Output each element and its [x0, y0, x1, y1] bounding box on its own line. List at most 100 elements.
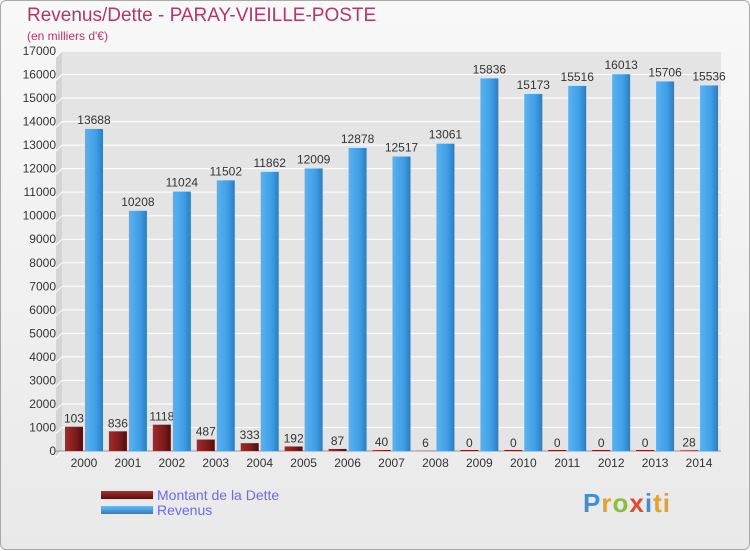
- y-tick-label: 12000: [23, 162, 57, 176]
- legend-item-revenue: Revenus: [101, 502, 212, 518]
- debt-bar: [329, 449, 347, 451]
- debt-value-label: 192: [284, 431, 304, 445]
- x-tick-label: 2006: [334, 456, 361, 470]
- y-tick-label: 7000: [29, 279, 56, 293]
- revenue-value-label: 10208: [121, 195, 155, 209]
- revenue-bar: [349, 148, 367, 451]
- debt-value-label: 487: [196, 425, 216, 439]
- x-tick-label: 2003: [202, 456, 229, 470]
- y-tick-label: 9000: [29, 232, 56, 246]
- y-tick-label: 14000: [23, 115, 57, 129]
- y-tick-label: 1000: [29, 420, 56, 434]
- revenue-bar: [305, 168, 323, 451]
- debt-value-label: 6: [422, 436, 429, 450]
- debt-value-label: 0: [510, 436, 517, 450]
- x-tick-label: 2014: [686, 456, 713, 470]
- legend-swatch-revenue: [101, 506, 153, 514]
- revenue-value-label: 12009: [297, 152, 331, 166]
- y-tick-label: 16000: [23, 68, 57, 82]
- revenue-bar: [656, 81, 674, 451]
- y-tick-label: 17000: [23, 44, 57, 58]
- revenue-bar: [700, 85, 718, 451]
- x-tick-label: 2010: [510, 456, 537, 470]
- debt-bar: [285, 446, 303, 451]
- debt-value-label: 28: [682, 435, 696, 449]
- y-tick-label: 15000: [23, 91, 57, 105]
- debt-bar: [373, 450, 391, 451]
- debt-bar: [197, 440, 215, 451]
- revenue-bar: [85, 129, 103, 451]
- debt-bar: [504, 450, 522, 451]
- x-tick-label: 2012: [598, 456, 625, 470]
- revenue-bar: [217, 180, 235, 451]
- x-tick-label: 2000: [71, 456, 98, 470]
- revenue-value-label: 13688: [77, 113, 111, 127]
- x-tick-label: 2001: [115, 456, 142, 470]
- revenue-value-label: 15706: [648, 65, 682, 79]
- debt-bar: [241, 443, 259, 451]
- revenue-bar: [261, 172, 279, 451]
- debt-value-label: 0: [554, 436, 561, 450]
- debt-bar: [65, 427, 83, 451]
- revenue-value-label: 15536: [692, 69, 726, 83]
- revenue-bar: [568, 86, 586, 451]
- revenue-value-label: 11024: [166, 176, 199, 190]
- debt-value-label: 1118: [149, 410, 174, 424]
- revenue-value-label: 13061: [429, 128, 463, 142]
- legend-item-debt: Montant de la Dette: [101, 487, 279, 503]
- y-tick-label: 6000: [29, 303, 56, 317]
- plot-side-wall: [56, 51, 62, 457]
- revenue-value-label: 12517: [385, 140, 419, 154]
- x-tick-label: 2009: [466, 456, 493, 470]
- proxiti-logo: Proxiti: [583, 488, 671, 519]
- debt-value-label: 103: [64, 412, 84, 426]
- revenue-bar: [480, 78, 498, 451]
- debt-value-label: 0: [642, 436, 649, 450]
- debt-value-label: 0: [466, 436, 473, 450]
- debt-bar: [680, 450, 698, 451]
- debt-bar: [460, 450, 478, 451]
- y-tick-label: 11000: [24, 185, 57, 199]
- revenue-value-label: 11502: [210, 164, 243, 178]
- x-tick-label: 2011: [554, 456, 580, 470]
- x-tick-label: 2004: [246, 456, 273, 470]
- y-tick-label: 4000: [29, 350, 56, 364]
- debt-value-label: 87: [331, 434, 345, 448]
- y-tick-label: 0: [49, 444, 56, 458]
- revenue-bar: [436, 144, 454, 451]
- x-tick-label: 2013: [642, 456, 669, 470]
- x-tick-label: 2005: [290, 456, 317, 470]
- debt-value-label: 40: [375, 435, 389, 449]
- revenue-value-label: 12878: [341, 132, 375, 146]
- debt-value-label: 333: [240, 428, 260, 442]
- legend-label-revenue: Revenus: [157, 502, 212, 518]
- x-tick-label: 2002: [158, 456, 185, 470]
- debt-bar: [153, 425, 171, 451]
- legend-label-debt: Montant de la Dette: [157, 487, 279, 503]
- y-tick-label: 3000: [29, 373, 56, 387]
- revenue-bar: [173, 192, 191, 451]
- revenue-value-label: 16013: [604, 58, 638, 72]
- debt-value-label: 0: [598, 436, 605, 450]
- revenue-value-label: 11862: [253, 156, 286, 170]
- revenue-value-label: 15516: [561, 70, 595, 84]
- y-tick-label: 5000: [29, 326, 56, 340]
- x-tick-label: 2007: [378, 456, 405, 470]
- revenue-bar: [393, 156, 411, 451]
- revenue-bar: [612, 74, 630, 451]
- debt-bar: [636, 450, 654, 451]
- debt-bar: [548, 450, 566, 451]
- revenue-bar: [129, 211, 147, 451]
- x-tick-label: 2008: [422, 456, 449, 470]
- revenue-value-label: 15173: [517, 78, 551, 92]
- y-tick-label: 8000: [29, 256, 56, 270]
- revenue-bar: [524, 94, 542, 451]
- revenue-value-label: 15836: [473, 62, 507, 76]
- y-tick-label: 10000: [23, 209, 57, 223]
- debt-bar: [109, 431, 127, 451]
- debt-bar: [592, 450, 610, 451]
- legend-swatch-debt: [101, 491, 153, 499]
- y-tick-label: 2000: [29, 397, 56, 411]
